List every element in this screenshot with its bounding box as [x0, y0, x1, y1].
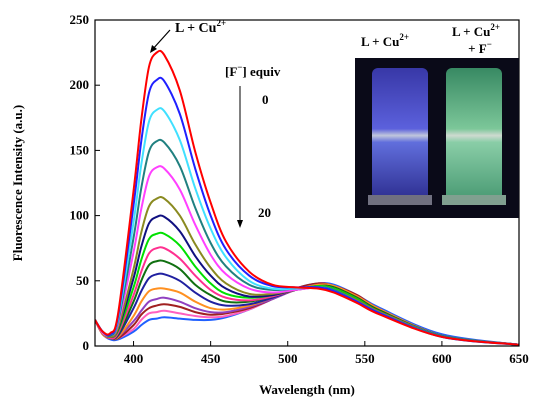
- inset-right-text: L + Cu: [452, 24, 490, 39]
- y-tick-label: 250: [70, 12, 90, 27]
- spectrum-line: [95, 283, 519, 346]
- x-tick-label: 600: [432, 351, 452, 366]
- equiv-sup: −: [237, 62, 242, 72]
- inset-right-sup: 2+: [490, 22, 500, 32]
- equiv-tail: ] equiv: [242, 64, 280, 79]
- spectrum-line: [95, 49, 519, 346]
- spectrum-line: [95, 196, 519, 346]
- start-label: 0: [262, 92, 269, 107]
- spectrum-line: [95, 282, 519, 346]
- curve-label: L + Cu2+: [175, 18, 226, 36]
- vial-base: [368, 195, 432, 205]
- vial-blue: [372, 68, 428, 203]
- spectrum-line: [95, 282, 519, 346]
- curve-arrow-head: [150, 45, 157, 53]
- spectrum-line: [95, 283, 519, 346]
- curve-label-sup: 2+: [216, 18, 226, 28]
- y-tick-label: 50: [76, 273, 89, 288]
- y-tick-label: 150: [70, 142, 90, 157]
- equiv-arrow-head: [237, 220, 243, 228]
- inset-left-text: L + Cu: [361, 34, 399, 49]
- inset-left-sup: 2+: [399, 32, 409, 42]
- inset: L + Cu2+ L + Cu2+ + F−: [355, 22, 519, 218]
- inset-right-label-2: + F−: [468, 39, 492, 56]
- x-tick-label: 500: [278, 351, 298, 366]
- spectrum-line: [95, 282, 519, 346]
- inset-right-line2: + F: [468, 41, 487, 56]
- y-tick-label: 100: [70, 208, 90, 223]
- equiv-text: [F: [225, 64, 237, 79]
- inset-right-label: L + Cu2+: [452, 22, 500, 39]
- y-tick-label: 0: [83, 338, 90, 353]
- spectrum-line: [95, 246, 519, 346]
- y-axis-title: Fluorescence Intensity (a.u.): [10, 105, 25, 261]
- spectrum-line: [95, 214, 519, 346]
- plot-area: [95, 49, 519, 346]
- curve-label-text: L + Cu: [175, 21, 217, 36]
- inset-left-label: L + Cu2+: [361, 32, 409, 49]
- x-tick-label: 400: [124, 351, 144, 366]
- y-tick-label: 200: [70, 77, 90, 92]
- spectrum-line: [95, 231, 519, 346]
- x-axis-title: Wavelength (nm): [259, 382, 355, 397]
- series-group: [95, 49, 519, 346]
- spectrum-line: [95, 259, 519, 346]
- vial-green: [446, 68, 502, 203]
- inset-right-sup2: −: [487, 39, 492, 49]
- x-tick-label: 550: [355, 351, 375, 366]
- curve-arrow: [151, 29, 171, 51]
- end-label: 20: [258, 205, 271, 220]
- x-tick-label: 650: [509, 351, 529, 366]
- x-tick-label: 450: [201, 351, 221, 366]
- vial-base: [442, 195, 506, 205]
- equiv-label: [F−] equiv: [225, 62, 281, 79]
